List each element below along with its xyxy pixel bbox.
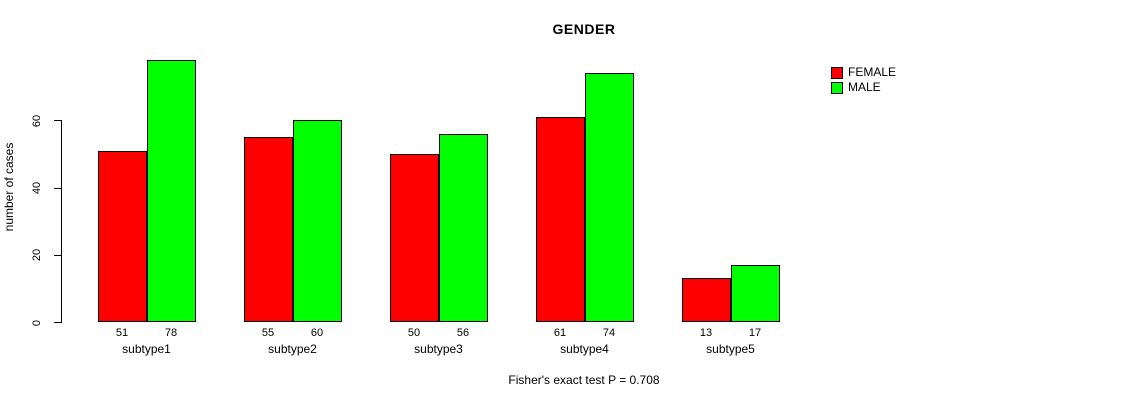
male-bar — [584, 73, 634, 322]
y-tick-mark — [54, 187, 62, 189]
bar-value-label: 74 — [602, 327, 616, 339]
male-bar — [438, 133, 488, 322]
y-tick-label: 40 — [31, 181, 43, 195]
legend-item-male: MALE — [831, 80, 896, 95]
male-color-swatch — [831, 81, 843, 94]
category-label-subtype2: subtype2 — [268, 342, 317, 356]
female-color-swatch — [831, 66, 843, 79]
y-tick-label: 0 — [31, 319, 43, 326]
female-bar — [681, 278, 731, 322]
bar-value-label: 60 — [310, 327, 324, 339]
bar-value-label: 55 — [261, 327, 275, 339]
category-label-subtype4: subtype4 — [560, 342, 609, 356]
category-label-subtype5: subtype5 — [706, 342, 755, 356]
y-axis-line — [61, 120, 62, 323]
bar-value-label: 56 — [456, 327, 470, 339]
female-bar — [97, 150, 147, 322]
chart-title: GENDER — [552, 21, 616, 37]
legend-label-female: FEMALE — [848, 65, 897, 79]
female-bar — [389, 154, 439, 322]
y-axis-label: number of cases — [2, 142, 16, 232]
female-bar — [535, 117, 585, 322]
category-label-subtype3: subtype3 — [414, 342, 463, 356]
male-bar — [730, 264, 780, 322]
female-bar — [243, 137, 293, 322]
y-tick-mark — [54, 120, 62, 122]
legend: FEMALE MALE — [831, 65, 896, 95]
legend-label-male: MALE — [848, 80, 881, 94]
bar-value-label: 13 — [699, 327, 713, 339]
male-bar — [292, 120, 342, 322]
y-tick-mark — [54, 254, 62, 256]
stats-caption: Fisher's exact test P = 0.708 — [508, 373, 660, 387]
bar-value-label: 51 — [115, 327, 129, 339]
bar-value-label: 78 — [164, 327, 178, 339]
y-tick-label: 60 — [31, 114, 43, 128]
male-bar — [146, 59, 196, 322]
legend-item-female: FEMALE — [831, 65, 896, 80]
bar-value-label: 61 — [553, 327, 567, 339]
y-tick-label: 20 — [31, 249, 43, 262]
bar-value-label: 50 — [407, 327, 421, 339]
bar-value-label: 17 — [748, 327, 762, 339]
category-label-subtype1: subtype1 — [122, 342, 171, 356]
y-tick-mark — [54, 322, 62, 323]
